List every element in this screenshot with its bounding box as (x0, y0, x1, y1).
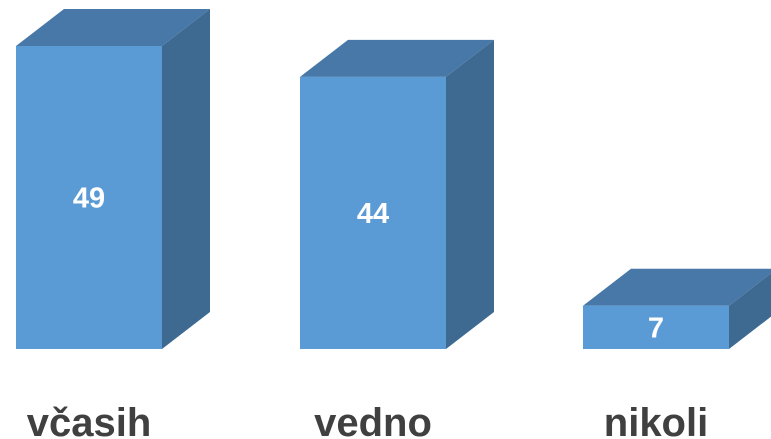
bars (16, 9, 771, 349)
bar-top-face (16, 9, 210, 46)
bar-nikoli (583, 268, 771, 349)
bar-front-face (300, 76, 446, 349)
bar-top-face (300, 39, 494, 77)
bar-front-face (16, 46, 162, 349)
category-labels: včasih vedno nikoli (27, 401, 708, 439)
bar-side-face (446, 39, 494, 349)
bar-top-face (583, 268, 771, 306)
data-label: 44 (357, 198, 389, 230)
data-labels: 49 44 7 (73, 183, 664, 345)
bar-front-face (583, 305, 729, 349)
category-label: včasih (27, 401, 152, 439)
category-label: nikoli (604, 401, 708, 439)
data-label: 7 (648, 312, 664, 344)
bar-side-face (729, 273, 771, 349)
bar-side-face (162, 9, 210, 349)
category-label: vedno (314, 401, 432, 439)
data-label: 49 (73, 183, 105, 215)
bar-včasih (16, 9, 210, 349)
bar-vedno (300, 39, 494, 349)
